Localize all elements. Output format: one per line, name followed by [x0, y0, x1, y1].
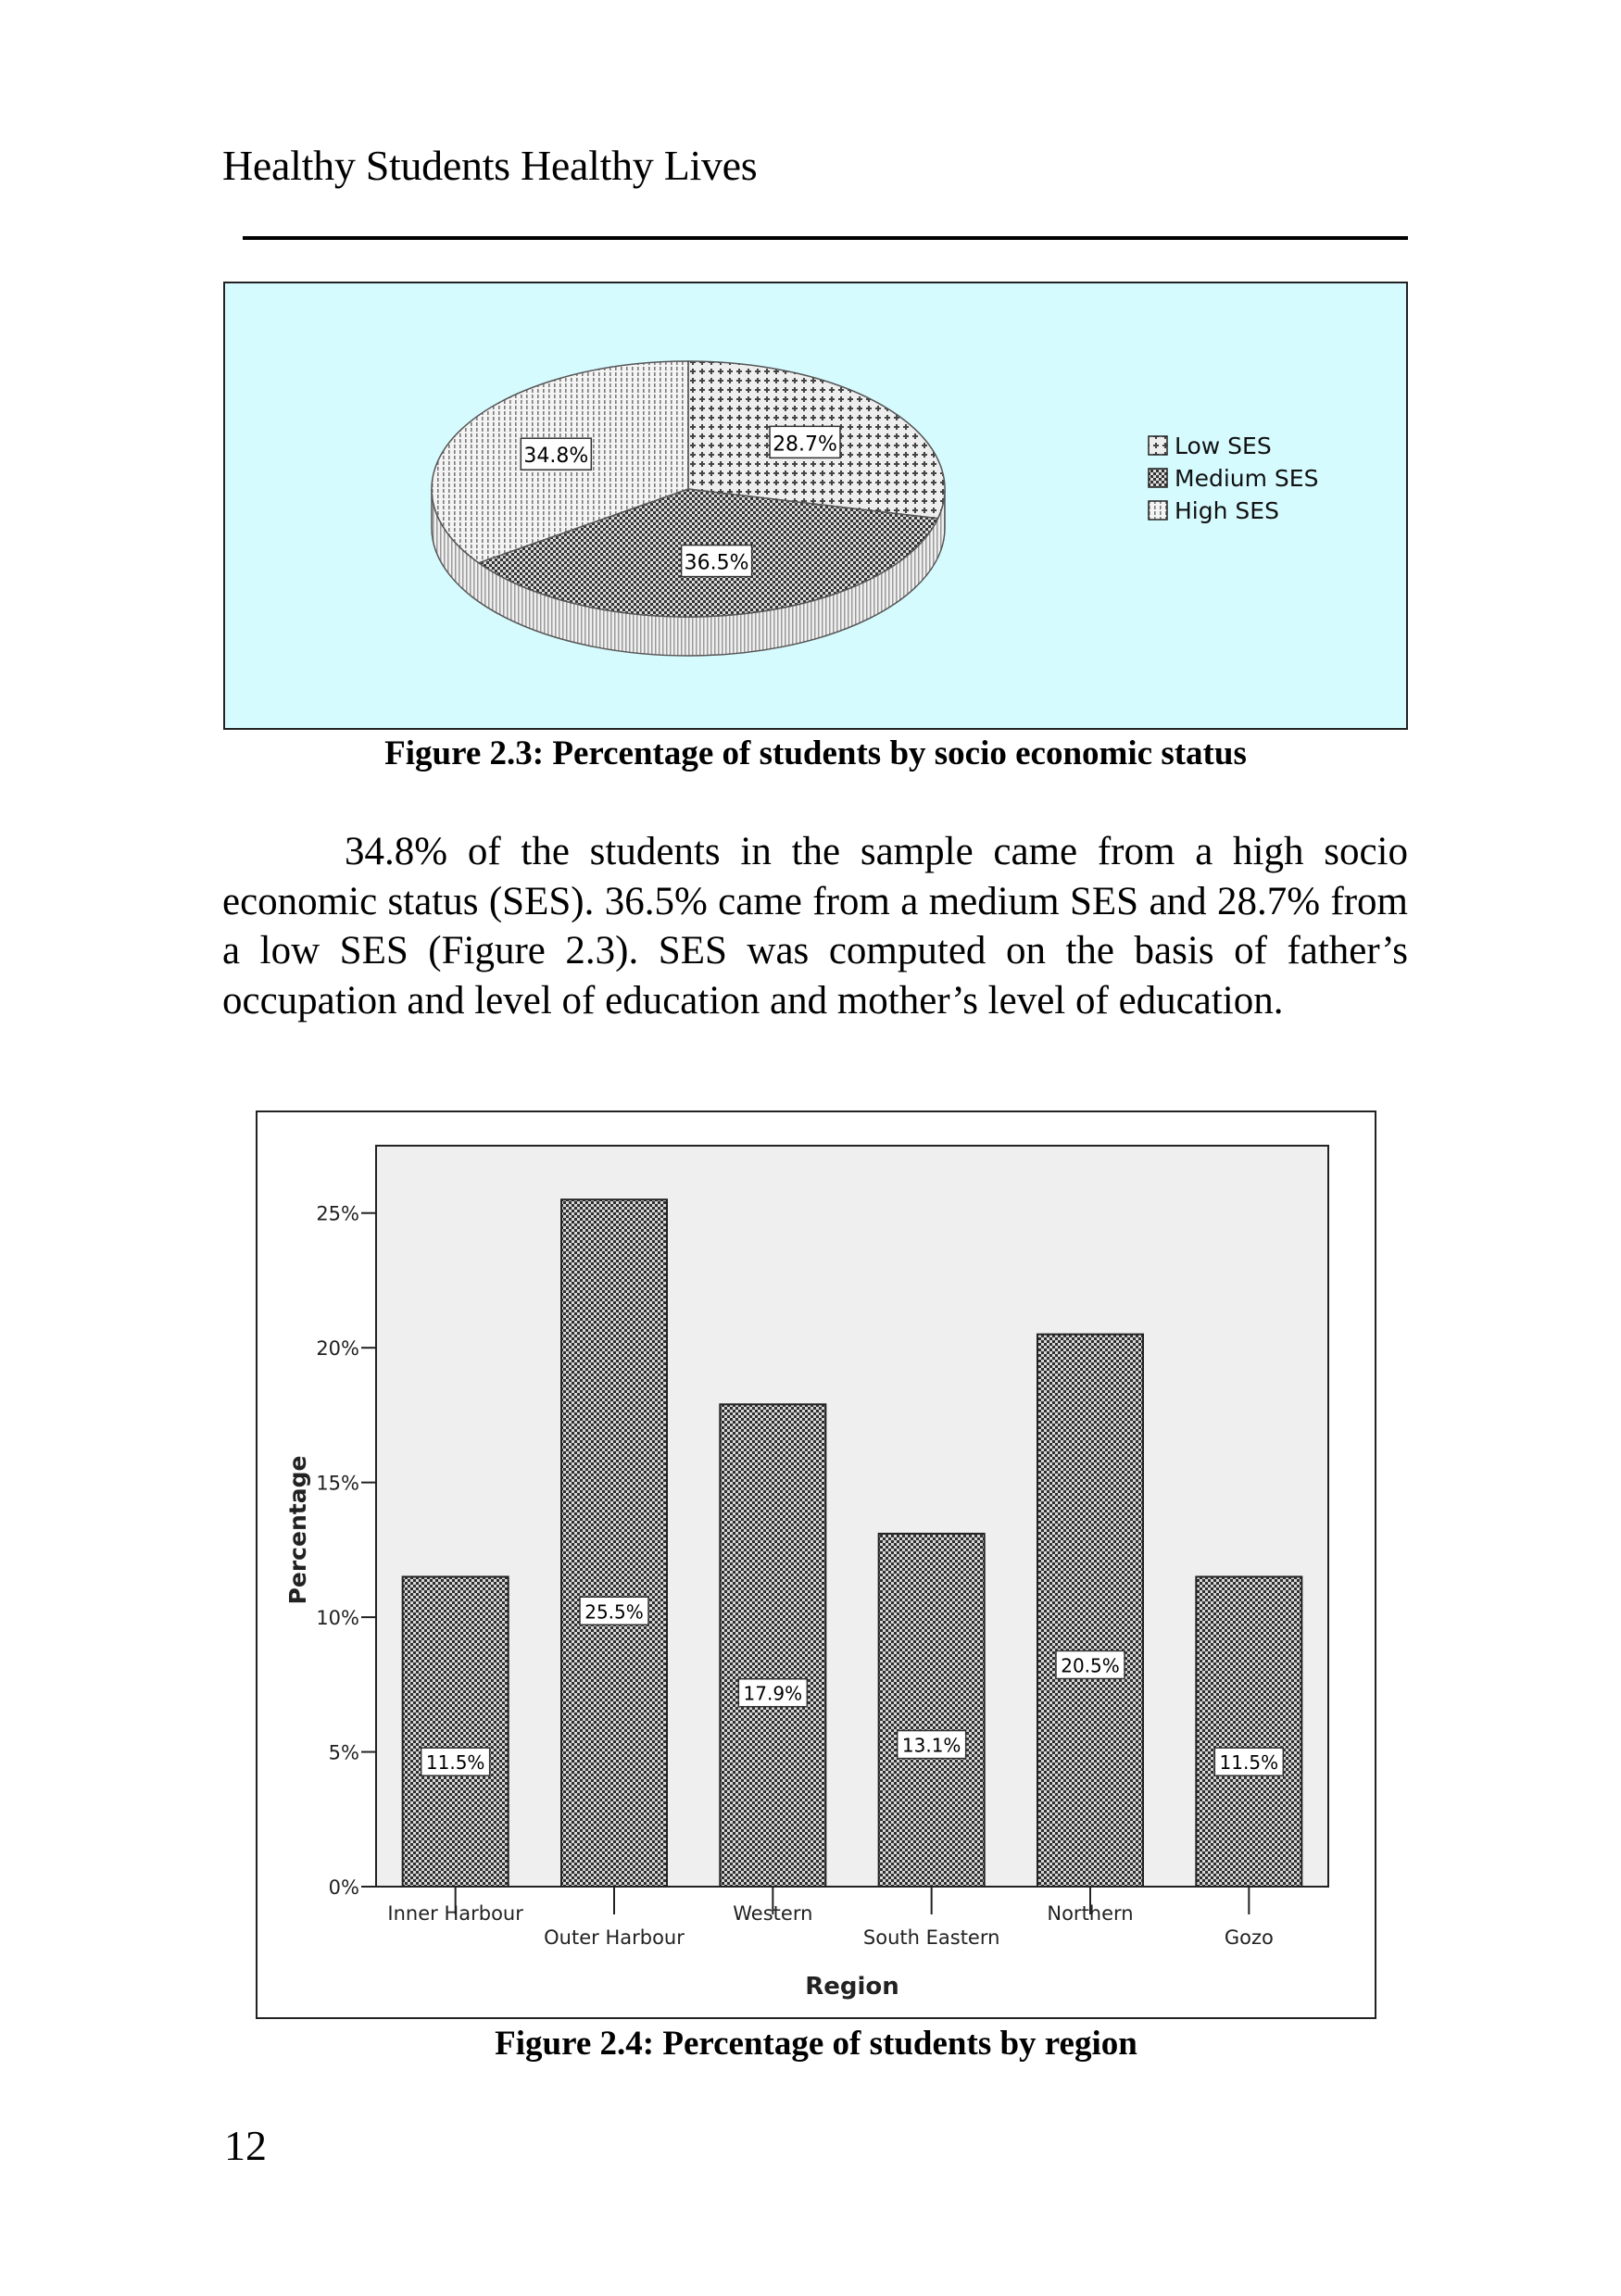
pie-data-label: 34.8%: [520, 437, 593, 470]
plot-area: [375, 1145, 1329, 1888]
x-tick-label: Western: [733, 1902, 812, 1925]
svg-text:28.7%: 28.7%: [773, 433, 837, 456]
pie-data-label: 28.7%: [769, 425, 841, 459]
legend-item-low-ses: Low SES: [1148, 433, 1272, 459]
figure-bar-frame: 0% 5% 10% 15% 20% 25% Percentage 11.5% Inner Har…: [256, 1110, 1376, 2019]
pie-chart: 28.7% 36.5% 34.8% Low SES Medium SES High SE…: [431, 360, 1318, 657]
y-tick-label: 10%: [316, 1607, 359, 1629]
figure-caption-ses: Figure 2.3: Percentage of students by so…: [384, 734, 1247, 772]
y-tick-label: 25%: [316, 1203, 359, 1225]
y-tick-label: 0%: [329, 1876, 359, 1899]
x-tick-label: Outer Harbour: [544, 1926, 685, 1949]
svg-text:20.5%: 20.5%: [1061, 1654, 1120, 1676]
bar-western: [719, 1403, 827, 1888]
bar-chart: 0% 5% 10% 15% 20% 25% Percentage 11.5% Inner Har…: [284, 1145, 1329, 2001]
svg-text:High SES: High SES: [1175, 497, 1279, 524]
svg-text:13.1%: 13.1%: [902, 1735, 961, 1757]
running-header: Healthy Students Healthy Lives: [222, 142, 758, 189]
svg-text:11.5%: 11.5%: [426, 1751, 485, 1774]
y-axis-title: Percentage: [284, 1456, 311, 1605]
figure-caption-region: Figure 2.4: Percentage of students by re…: [495, 2025, 1137, 2063]
figure-pie-frame: 28.7% 36.5% 34.8% Low SES Medium SES High SE…: [223, 282, 1408, 730]
bar-data-label: 11.5%: [1213, 1747, 1285, 1776]
bar-data-label: 11.5%: [420, 1747, 491, 1776]
x-axis-title: Region: [805, 1973, 899, 2001]
header-rule: [243, 236, 1408, 240]
x-tick-label: South Eastern: [863, 1926, 1000, 1949]
x-tick-label: Gozo: [1225, 1926, 1274, 1949]
bar-south-eastern: [877, 1532, 986, 1888]
x-tick-label: Inner Harbour: [387, 1902, 523, 1925]
bar-gozo: [1195, 1575, 1303, 1888]
svg-text:36.5%: 36.5%: [685, 552, 749, 575]
x-tick-label: Northern: [1047, 1902, 1133, 1925]
body-paragraph: 34.8% of the students in the sample came…: [222, 830, 1408, 1023]
svg-text:Low SES: Low SES: [1175, 433, 1272, 459]
svg-text:Medium SES: Medium SES: [1175, 465, 1318, 492]
bar-inner-harbour: [401, 1575, 509, 1888]
svg-text:11.5%: 11.5%: [1220, 1751, 1279, 1774]
y-tick-label: 20%: [316, 1337, 359, 1360]
y-tick-label: 5%: [329, 1742, 359, 1764]
svg-text:25.5%: 25.5%: [584, 1600, 644, 1623]
bar-data-label: 25.5%: [579, 1596, 649, 1626]
legend-item-medium-ses: Medium SES: [1148, 465, 1318, 492]
y-tick-label: 15%: [316, 1473, 359, 1495]
bar-northern: [1037, 1333, 1144, 1888]
page-number: 12: [224, 2122, 267, 2169]
pie-data-label: 36.5%: [680, 544, 753, 578]
svg-text:17.9%: 17.9%: [744, 1683, 803, 1705]
bar-data-label: 20.5%: [1055, 1650, 1125, 1680]
bar-data-label: 17.9%: [737, 1677, 809, 1708]
svg-text:34.8%: 34.8%: [523, 445, 588, 468]
bar-outer-harbour: [560, 1198, 668, 1888]
legend-item-high-ses: High SES: [1148, 497, 1279, 524]
bar-data-label: 13.1%: [896, 1729, 967, 1760]
